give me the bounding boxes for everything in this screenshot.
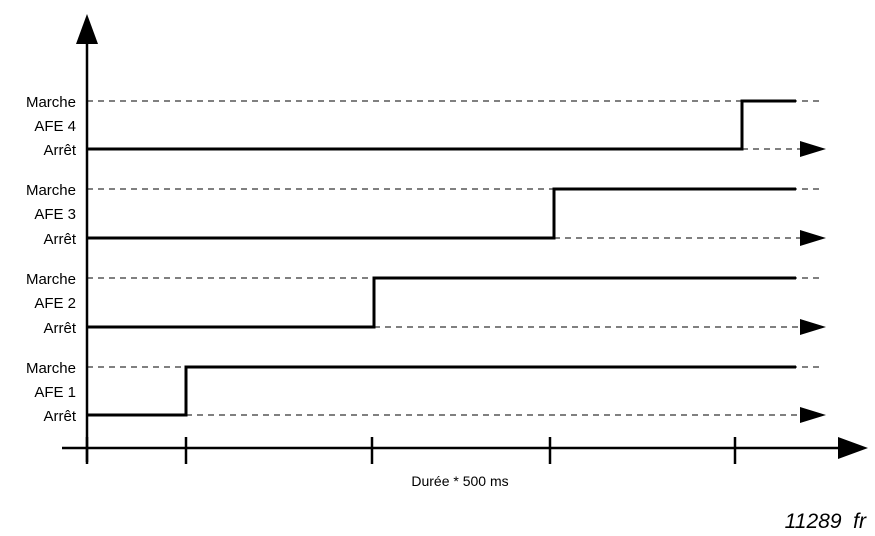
afe-3-arrowhead <box>800 230 826 246</box>
afe-1-off-label: Arrêt <box>43 408 76 425</box>
afe-2-arrowhead <box>800 319 826 335</box>
signal-afe-4: Marche AFE 4 Arrêt <box>26 94 826 159</box>
signal-afe-3: Marche AFE 3 Arrêt <box>26 182 826 248</box>
afe-1-signal-trace <box>87 365 796 417</box>
afe-2-name: AFE 2 <box>34 295 76 312</box>
afe-4-off-label: Arrêt <box>43 142 76 159</box>
afe-4-on-label: Marche <box>26 94 76 111</box>
afe-3-name: AFE 3 <box>34 206 76 223</box>
x-axis-label: Durée * 500 ms <box>411 473 508 489</box>
afe-4-name: AFE 4 <box>34 118 76 135</box>
afe-3-signal-trace <box>87 187 796 240</box>
afe-1-name: AFE 1 <box>34 384 76 401</box>
y-axis-arrowhead <box>76 14 98 44</box>
afe-1-arrowhead <box>800 407 826 423</box>
afe-2-on-label: Marche <box>26 271 76 288</box>
figure-reference: 11289 fr <box>785 510 867 533</box>
afe-1-on-label: Marche <box>26 360 76 377</box>
afe-3-off-label: Arrêt <box>43 231 76 248</box>
afe-2-off-label: Arrêt <box>43 320 76 337</box>
afe-4-signal-trace <box>87 99 796 151</box>
signal-afe-2: Marche AFE 2 Arrêt <box>26 271 826 337</box>
afe-2-signal-trace <box>87 276 796 329</box>
signal-afe-1: Marche AFE 1 Arrêt <box>26 360 826 425</box>
x-axis-arrowhead <box>838 437 868 459</box>
afe-3-on-label: Marche <box>26 182 76 199</box>
afe-4-arrowhead <box>800 141 826 157</box>
